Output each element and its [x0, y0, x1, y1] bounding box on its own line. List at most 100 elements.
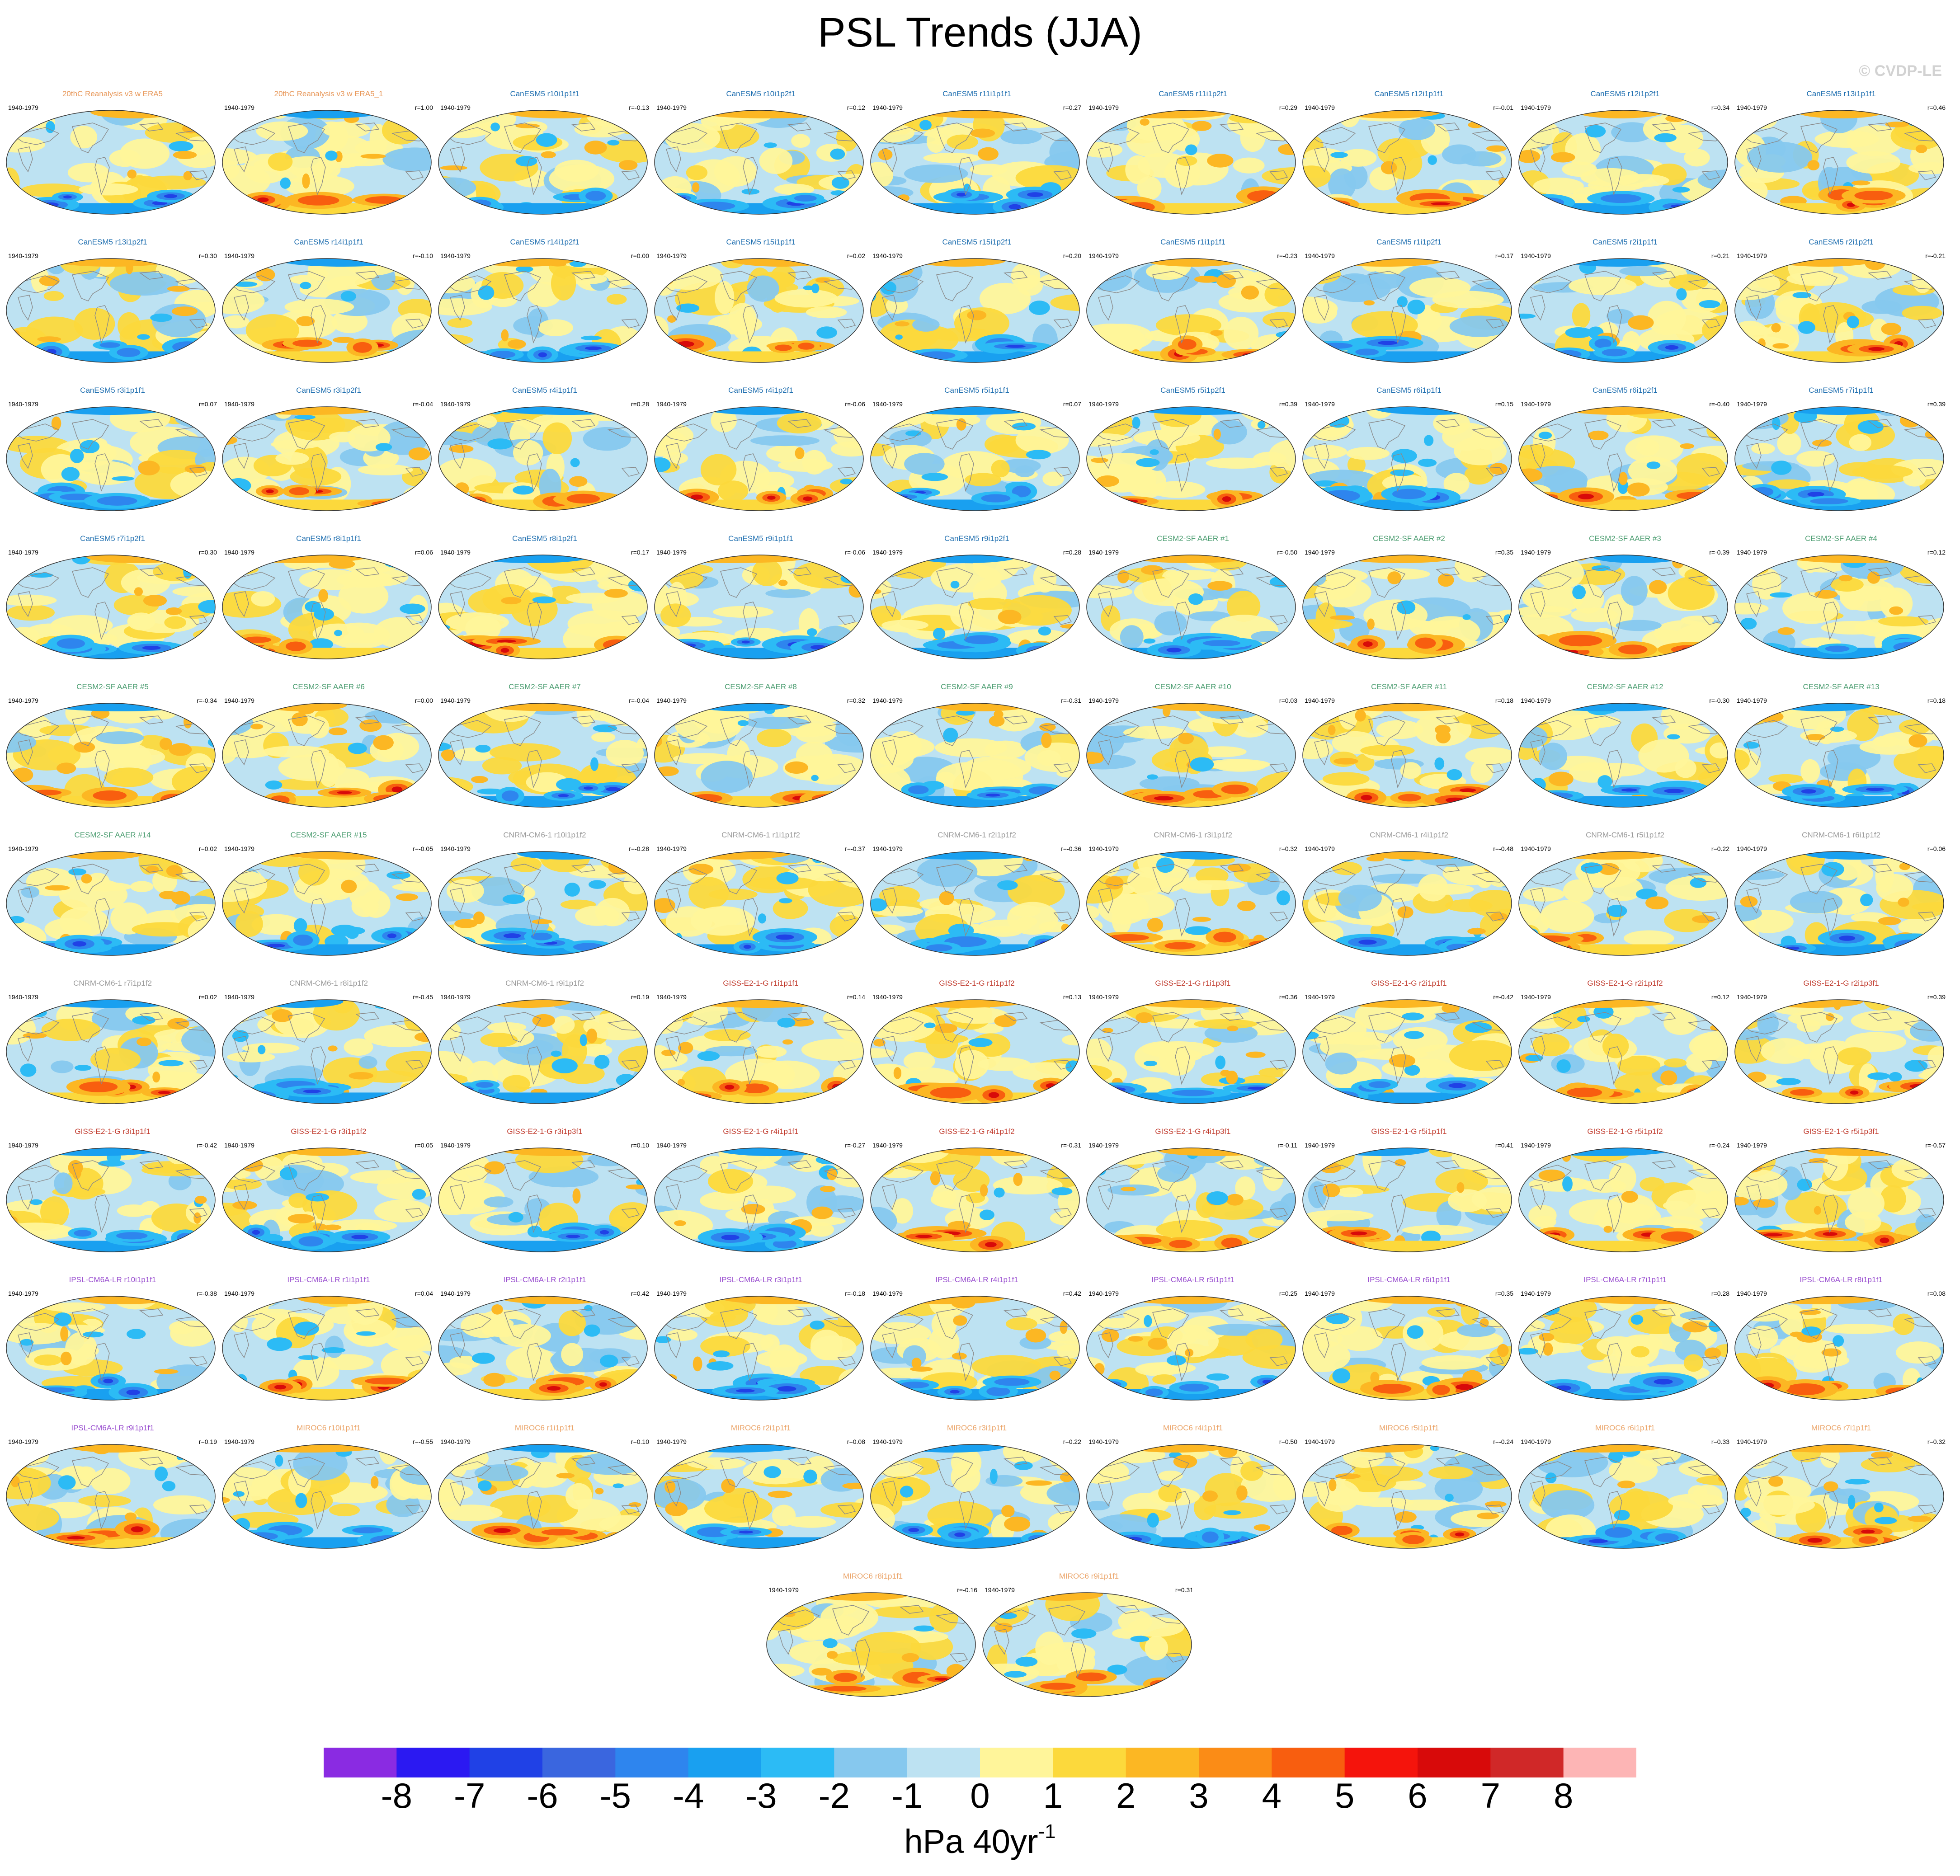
- panel-period: 1940-1979: [1305, 1142, 1335, 1149]
- colorbar-tick-label: 3: [1189, 1776, 1209, 1815]
- panel-correlation: r=0.08: [847, 1438, 865, 1445]
- map-panel: CESM2-SF AAER #1 1940-1979 r=-0.50: [1085, 534, 1301, 679]
- colorbar-swatch: [1344, 1748, 1418, 1777]
- panel-period: 1940-1979: [872, 1438, 903, 1445]
- map-panel: CanESM5 r14i1p2f1 1940-1979 r=0.00: [437, 238, 653, 382]
- units-base: hPa 40yr: [904, 1823, 1038, 1860]
- trend-map: [1086, 555, 1296, 659]
- panel-correlation: r=0.00: [631, 252, 649, 259]
- trend-map: [870, 555, 1080, 659]
- map-panel: CNRM-CM6-1 r4i1p1f2 1940-1979 r=-0.48: [1301, 831, 1517, 975]
- panel-correlation: r=0.12: [1927, 549, 1946, 556]
- panel-period: 1940-1979: [656, 845, 687, 852]
- panel-correlation: r=0.22: [1711, 845, 1729, 852]
- trend-map: [438, 406, 648, 511]
- map-panel: CNRM-CM6-1 r2i1p1f2 1940-1979 r=-0.36: [869, 831, 1085, 975]
- trend-map: [438, 1147, 648, 1252]
- colorbar-swatch: [615, 1748, 689, 1777]
- panel-title: CanESM5 r5i1p1f1: [944, 386, 1009, 395]
- colorbar-tick-label: -2: [818, 1776, 850, 1815]
- trend-map: [222, 1296, 432, 1401]
- panel-correlation: r=-0.55: [413, 1438, 433, 1445]
- panel-title: MIROC6 r7i1p1f1: [1811, 1424, 1871, 1432]
- panel-correlation: r=0.00: [415, 697, 433, 704]
- map-panel: GISS-E2-1-G r1i1p3f1 1940-1979 r=0.36: [1085, 979, 1301, 1124]
- map-panel: IPSL-CM6A-LR r3i1p1f1 1940-1979 r=-0.18: [653, 1275, 869, 1420]
- panel-title: IPSL-CM6A-LR r4i1p1f1: [935, 1275, 1018, 1284]
- trend-map: [438, 999, 648, 1104]
- trend-map: [654, 1147, 864, 1252]
- map-panel: CNRM-CM6-1 r8i1p1f2 1940-1979 r=-0.45: [221, 979, 437, 1124]
- trend-map: [1734, 1444, 1944, 1549]
- trend-map: [1518, 703, 1728, 808]
- trend-map: [222, 258, 432, 363]
- panel-period: 1940-1979: [656, 1290, 687, 1297]
- colorbar-swatch: [980, 1748, 1053, 1777]
- trend-map: [870, 1444, 1080, 1549]
- panel-period: 1940-1979: [224, 993, 254, 1001]
- panel-period: 1940-1979: [1521, 697, 1551, 704]
- map-panel: MIROC6 r4i1p1f1 1940-1979 r=0.50: [1085, 1424, 1301, 1568]
- panel-title: CanESM5 r13i1p1f1: [1806, 89, 1876, 98]
- panel-correlation: r=-0.57: [1925, 1142, 1946, 1149]
- map-panel: MIROC6 r8i1p1f1 1940-1979 r=-0.16: [765, 1572, 981, 1716]
- trend-map: [1086, 1444, 1296, 1549]
- colorbar-tick-label: -7: [453, 1776, 485, 1815]
- panel-period: 1940-1979: [1088, 549, 1119, 556]
- colorbar-tick-label: -5: [599, 1776, 631, 1815]
- panel-title: CNRM-CM6-1 r10i1p1f2: [503, 831, 586, 839]
- panel-title: IPSL-CM6A-LR r8i1p1f1: [1800, 1275, 1883, 1284]
- trend-map: [870, 406, 1080, 511]
- panel-title: CESM2-SF AAER #13: [1803, 682, 1880, 691]
- trend-map: [1086, 999, 1296, 1104]
- trend-map: [1518, 555, 1728, 659]
- trend-map: [1086, 1296, 1296, 1401]
- panel-period: 1940-1979: [1305, 1438, 1335, 1445]
- trend-map: [1302, 703, 1512, 808]
- map-panel: MIROC6 r9i1p1f1 1940-1979 r=0.31: [981, 1572, 1197, 1716]
- panel-period: 1940-1979: [1088, 400, 1119, 408]
- panel-title: CNRM-CM6-1 r9i1p1f2: [505, 979, 584, 987]
- panel-period: 1940-1979: [1088, 697, 1119, 704]
- panel-correlation: r=-0.48: [1493, 845, 1513, 852]
- map-panel: CESM2-SF AAER #11 1940-1979 r=0.18: [1301, 682, 1517, 827]
- panel-correlation: r=0.07: [1063, 400, 1081, 408]
- panel-title: CNRM-CM6-1 r7i1p1f2: [73, 979, 152, 987]
- panel-title: IPSL-CM6A-LR r1i1p1f1: [287, 1275, 370, 1284]
- trend-map: [1302, 1147, 1512, 1252]
- panel-period: 1940-1979: [8, 1438, 38, 1445]
- trend-map: [222, 703, 432, 808]
- trend-map: [766, 1592, 976, 1697]
- map-panel: CanESM5 r4i1p1f1 1940-1979 r=0.28: [437, 386, 653, 531]
- colorbar-labels: -8 -7 -6 -5 -4 -3 -2 -1 0 1 2 3 4 5 6 7 8: [0, 1775, 1960, 1816]
- colorbar-tick-label: 0: [970, 1776, 990, 1815]
- panel-title: GISS-E2-1-G r4i1p1f2: [939, 1127, 1015, 1136]
- trend-map: [438, 1444, 648, 1549]
- map-panel: CanESM5 r11i1p1f1 1940-1979 r=0.27: [869, 89, 1085, 234]
- trend-map: [1302, 555, 1512, 659]
- colorbar-swatch: [761, 1748, 834, 1777]
- panel-period: 1940-1979: [8, 845, 38, 852]
- trend-map: [438, 703, 648, 808]
- panel-title: IPSL-CM6A-LR r5i1p1f1: [1151, 1275, 1234, 1284]
- trend-map: [438, 555, 648, 659]
- trend-map: [654, 258, 864, 363]
- panel-title: GISS-E2-1-G r2i1p1f1: [1371, 979, 1447, 987]
- panel-period: 1940-1979: [1088, 104, 1119, 111]
- panel-period: 1940-1979: [1088, 1438, 1119, 1445]
- panel-correlation: r=-0.06: [845, 400, 865, 408]
- panel-title: CanESM5 r8i1p2f1: [512, 534, 577, 543]
- panel-period: 1940-1979: [985, 1586, 1015, 1594]
- panel-title: CESM2-SF AAER #3: [1589, 534, 1661, 543]
- map-panel: CESM2-SF AAER #14 1940-1979 r=0.02: [5, 831, 221, 975]
- trend-map: [1086, 1147, 1296, 1252]
- panel-correlation: r=0.18: [1927, 697, 1946, 704]
- panel-correlation: r=0.28: [1711, 1290, 1729, 1297]
- panel-title: GISS-E2-1-G r1i1p1f1: [723, 979, 799, 987]
- panel-correlation: r=0.10: [631, 1438, 649, 1445]
- trend-map: [1734, 110, 1944, 215]
- panel-title: CESM2-SF AAER #2: [1373, 534, 1445, 543]
- panel-period: 1940-1979: [1521, 1142, 1551, 1149]
- map-panel: GISS-E2-1-G r4i1p1f2 1940-1979 r=-0.31: [869, 1127, 1085, 1272]
- panel-period: 1940-1979: [224, 1142, 254, 1149]
